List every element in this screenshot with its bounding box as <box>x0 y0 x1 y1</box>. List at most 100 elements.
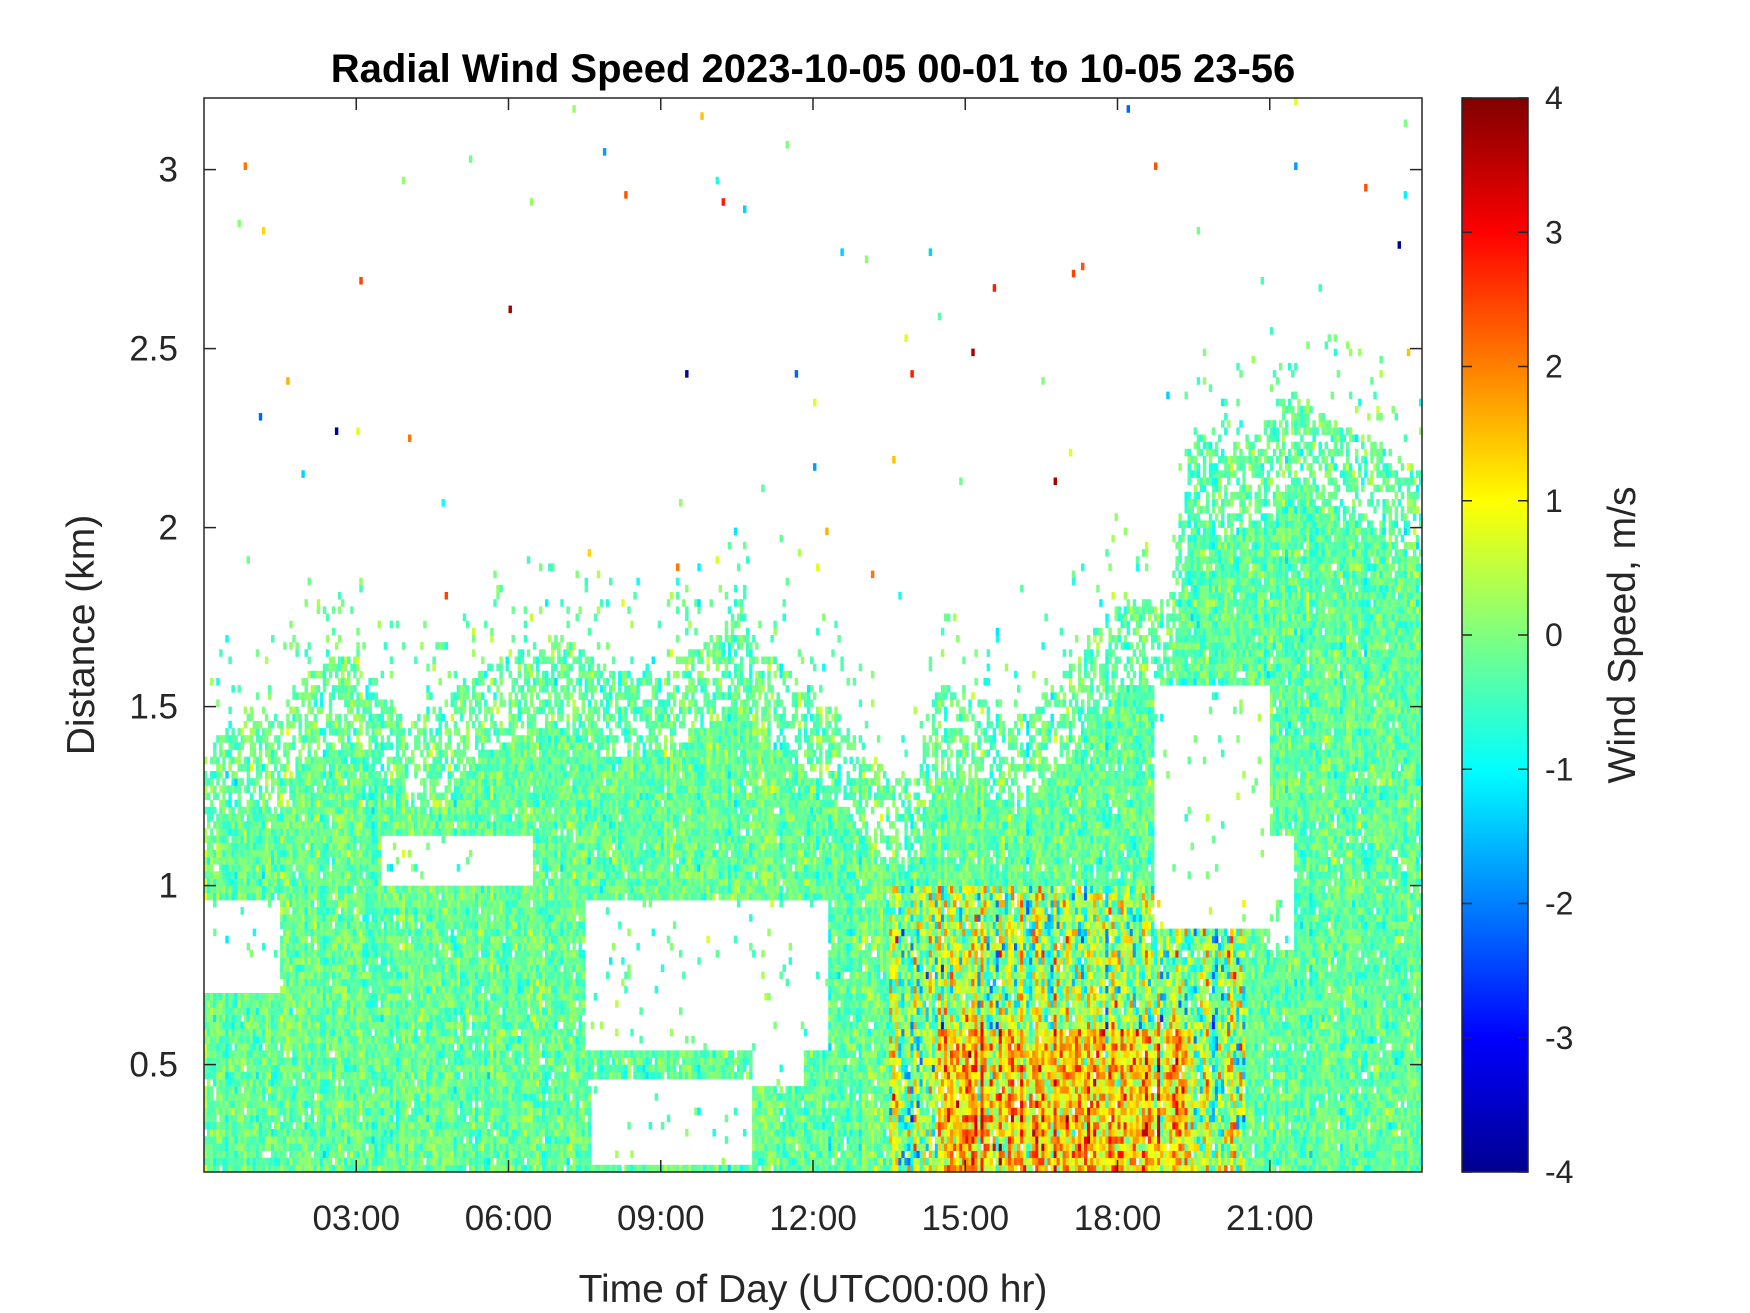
heatmap-cell <box>451 950 454 958</box>
heatmap-cell <box>423 1136 426 1144</box>
heatmap-cell <box>332 1165 335 1173</box>
heatmap-cell <box>295 778 298 786</box>
heatmap-cell <box>256 1036 259 1044</box>
heatmap-cell <box>280 850 283 858</box>
heatmap-cell <box>432 1143 435 1151</box>
heatmap-cell <box>378 1129 381 1137</box>
heatmap-cell <box>387 1079 390 1087</box>
heatmap-cell <box>466 943 469 951</box>
heatmap-cell <box>295 1079 298 1087</box>
heatmap-cell <box>429 750 432 758</box>
heatmap-cell <box>213 1036 216 1044</box>
heatmap-cell <box>372 1108 375 1116</box>
heatmap-cell <box>448 742 451 750</box>
heatmap-cell <box>435 1136 438 1144</box>
heatmap-cell <box>326 929 329 937</box>
heatmap-cell <box>259 721 262 729</box>
heatmap-cell <box>222 878 225 886</box>
heatmap-cell <box>247 943 250 951</box>
heatmap-cell <box>381 800 384 808</box>
heatmap-cell <box>295 950 298 958</box>
heatmap-cell <box>435 1165 438 1173</box>
heatmap-cell <box>301 1015 304 1023</box>
heatmap-cell <box>402 1079 405 1087</box>
heatmap-cell <box>362 1043 365 1051</box>
heatmap-cell <box>295 642 298 650</box>
heatmap-cell <box>387 907 390 915</box>
heatmap-cell <box>311 857 314 865</box>
heatmap-cell <box>238 821 241 829</box>
heatmap-cell <box>256 1057 259 1065</box>
heatmap-cell <box>378 979 381 987</box>
heatmap-cell <box>408 950 411 958</box>
heatmap-cell <box>332 793 335 801</box>
heatmap-cell <box>344 986 347 994</box>
heatmap-cell <box>311 943 314 951</box>
heatmap-cell <box>420 900 423 908</box>
heatmap-cell <box>405 1108 408 1116</box>
heatmap-cell <box>317 1129 320 1137</box>
heatmap-cell <box>445 592 448 600</box>
heatmap-cell <box>225 1108 228 1116</box>
heatmap-cell <box>262 1029 265 1037</box>
heatmap-cell <box>445 893 448 901</box>
heatmap-cell <box>286 850 289 858</box>
heatmap-cell <box>478 764 481 772</box>
heatmap-cell <box>326 714 329 722</box>
heatmap-cell <box>222 735 225 743</box>
heatmap-cell <box>338 1129 341 1137</box>
heatmap-cell <box>378 1015 381 1023</box>
heatmap-cell <box>475 914 478 922</box>
heatmap-cell <box>454 1136 457 1144</box>
heatmap-cell <box>283 1151 286 1159</box>
heatmap-cell <box>365 1122 368 1130</box>
heatmap-cell <box>420 1065 423 1073</box>
heatmap-cell <box>259 1000 262 1008</box>
heatmap-cell <box>353 1036 356 1044</box>
heatmap-cell <box>411 1143 414 1151</box>
heatmap-cell <box>332 1072 335 1080</box>
heatmap-cell <box>338 857 341 865</box>
heatmap-cell <box>390 936 393 944</box>
heatmap-cell <box>445 972 448 980</box>
heatmap-cell <box>268 886 271 894</box>
heatmap-cell <box>423 1007 426 1015</box>
heatmap-cell <box>393 964 396 972</box>
heatmap-cell <box>365 886 368 894</box>
heatmap-cell <box>460 986 463 994</box>
heatmap-cell <box>426 1158 429 1166</box>
heatmap-cell <box>393 707 396 715</box>
heatmap-cell <box>335 793 338 801</box>
heatmap-cell <box>362 1007 365 1015</box>
heatmap-cell <box>295 929 298 937</box>
heatmap-cell <box>314 929 317 937</box>
heatmap-cell <box>445 1072 448 1080</box>
heatmap-cell <box>457 914 460 922</box>
heatmap-cell <box>292 635 295 643</box>
heatmap-cell <box>460 1079 463 1087</box>
heatmap-cell <box>384 1115 387 1123</box>
heatmap-cell <box>399 1036 402 1044</box>
heatmap-cell <box>323 1079 326 1087</box>
heatmap-cell <box>259 1029 262 1037</box>
heatmap-cell <box>308 771 311 779</box>
heatmap-cell <box>341 757 344 765</box>
heatmap-cell <box>289 864 292 872</box>
heatmap-cell <box>448 1086 451 1094</box>
heatmap-cell <box>247 1158 250 1166</box>
heatmap-cell <box>396 771 399 779</box>
heatmap-cell <box>344 692 347 700</box>
heatmap-cell <box>475 1065 478 1073</box>
heatmap-cell <box>423 1072 426 1080</box>
heatmap-cell <box>475 943 478 951</box>
heatmap-cell <box>396 1086 399 1094</box>
heatmap-cell <box>408 907 411 915</box>
heatmap-cell <box>329 1136 332 1144</box>
heatmap-cell <box>393 886 396 894</box>
heatmap-cell <box>435 986 438 994</box>
heatmap-cell <box>454 785 457 793</box>
heatmap-cell <box>320 728 323 736</box>
heatmap-cell <box>448 728 451 736</box>
heatmap-cell <box>356 785 359 793</box>
heatmap-cell <box>445 1029 448 1037</box>
